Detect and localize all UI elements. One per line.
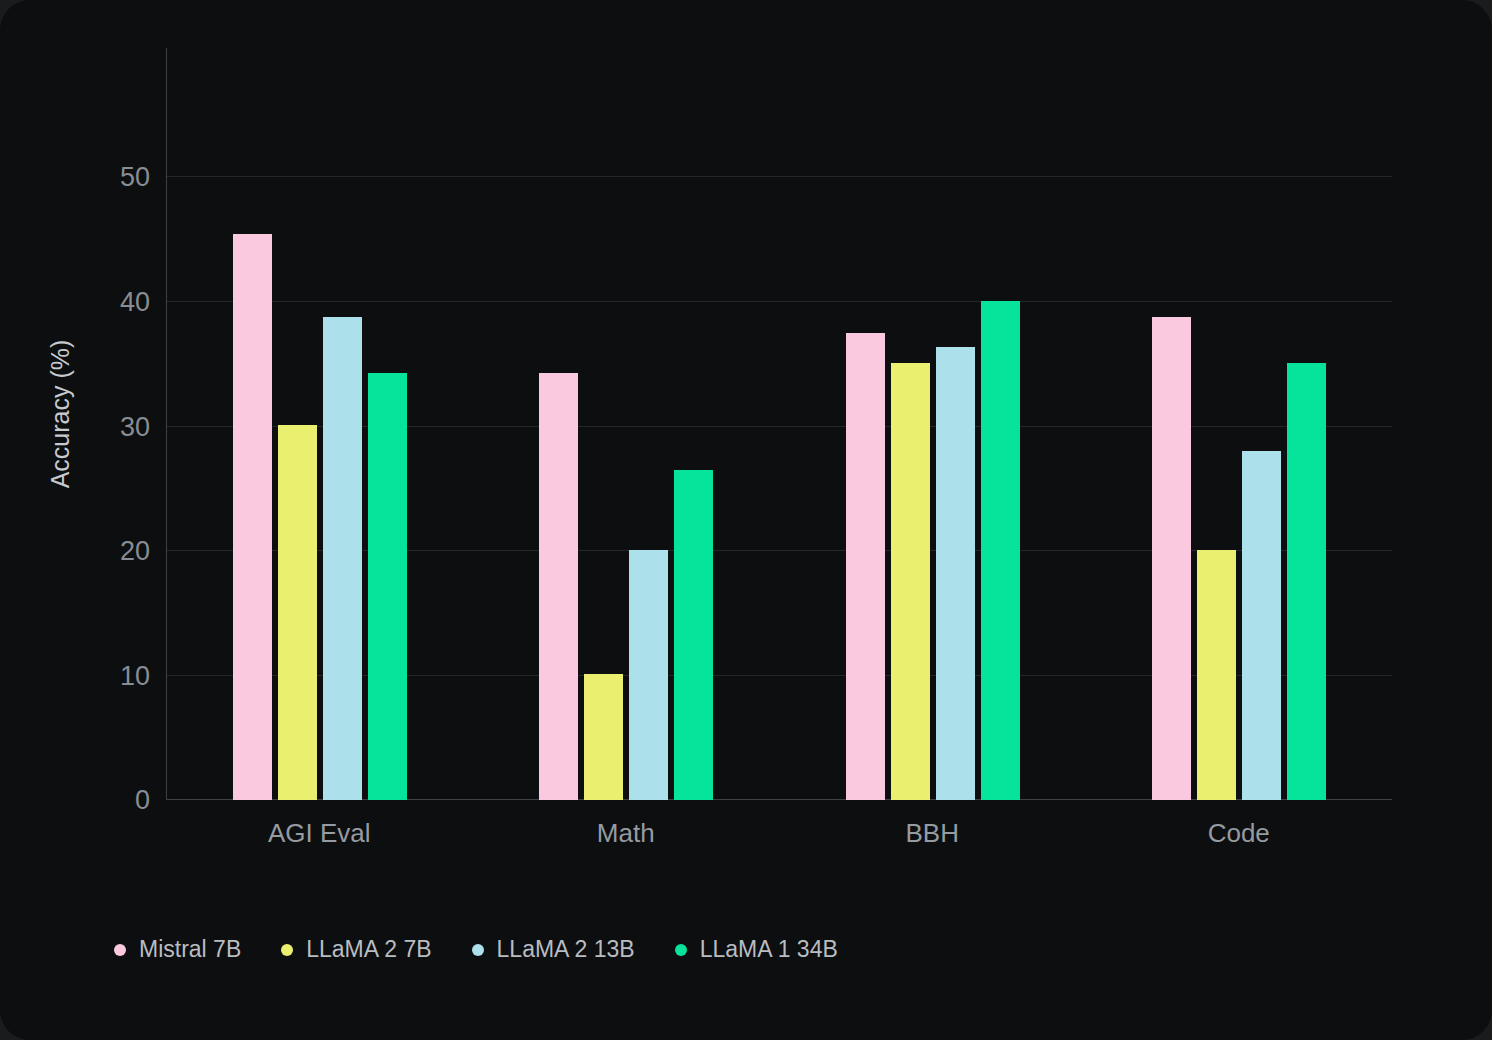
- bar-llama-2-7b-bbh: [891, 363, 930, 800]
- y-tick-label-30: 30: [120, 413, 150, 440]
- chart-card: Accuracy (%) 01020304050 AGI EvalMathBBH…: [0, 0, 1492, 1040]
- bar-mistral-7b-math: [539, 373, 578, 800]
- legend-dot-llama-1-34b-icon: [675, 944, 687, 956]
- bar-group-code: [1086, 48, 1392, 800]
- bar-llama-1-34b-math: [674, 470, 713, 800]
- y-tick-label-50: 50: [120, 164, 150, 191]
- bar-llama-2-13b-agi-eval: [323, 317, 362, 800]
- y-tick-label-0: 0: [135, 787, 150, 814]
- x-axis-label-bbh: BBH: [779, 818, 1086, 849]
- y-axis-ticks: 01020304050: [0, 48, 150, 800]
- bar-group-bbh: [780, 48, 1086, 800]
- bar-mistral-7b-code: [1152, 317, 1191, 800]
- bar-llama-2-13b-bbh: [936, 347, 975, 800]
- bar-llama-2-13b-math: [629, 550, 668, 800]
- plot-area: [166, 48, 1392, 800]
- bar-group-math: [473, 48, 779, 800]
- y-tick-label-20: 20: [120, 538, 150, 565]
- bar-llama-2-7b-code: [1197, 550, 1236, 800]
- x-axis-labels: AGI EvalMathBBHCode: [166, 818, 1392, 849]
- legend-label-llama-2-13b: LLaMA 2 13B: [497, 938, 635, 961]
- bar-llama-2-7b-agi-eval: [278, 425, 317, 800]
- x-axis-label-math: Math: [473, 818, 780, 849]
- legend-dot-mistral-7b-icon: [114, 944, 126, 956]
- x-axis-label-agi-eval: AGI Eval: [166, 818, 473, 849]
- bar-mistral-7b-bbh: [846, 333, 885, 800]
- y-tick-label-10: 10: [120, 662, 150, 689]
- legend-dot-llama-2-13b-icon: [472, 944, 484, 956]
- bar-group-agi-eval: [167, 48, 473, 800]
- bar-llama-1-34b-bbh: [981, 301, 1020, 800]
- legend: Mistral 7B LLaMA 2 7B LLaMA 2 13B LLaMA 1 3…: [114, 938, 838, 961]
- legend-dot-llama-2-7b-icon: [281, 944, 293, 956]
- legend-label-mistral-7b: Mistral 7B: [139, 938, 241, 961]
- y-tick-label-40: 40: [120, 289, 150, 316]
- bar-llama-2-13b-code: [1242, 451, 1281, 800]
- x-axis-label-code: Code: [1086, 818, 1393, 849]
- legend-label-llama-1-34b: LLaMA 1 34B: [700, 938, 838, 961]
- bar-llama-1-34b-code: [1287, 363, 1326, 800]
- legend-item-mistral-7b[interactable]: Mistral 7B: [114, 938, 241, 961]
- bar-llama-2-7b-math: [584, 674, 623, 800]
- bar-groups: [167, 48, 1392, 800]
- legend-item-llama-1-34b[interactable]: LLaMA 1 34B: [675, 938, 838, 961]
- bar-mistral-7b-agi-eval: [233, 234, 272, 800]
- legend-item-llama-2-13b[interactable]: LLaMA 2 13B: [472, 938, 635, 961]
- legend-item-llama-2-7b[interactable]: LLaMA 2 7B: [281, 938, 431, 961]
- legend-label-llama-2-7b: LLaMA 2 7B: [306, 938, 431, 961]
- bar-llama-1-34b-agi-eval: [368, 373, 407, 800]
